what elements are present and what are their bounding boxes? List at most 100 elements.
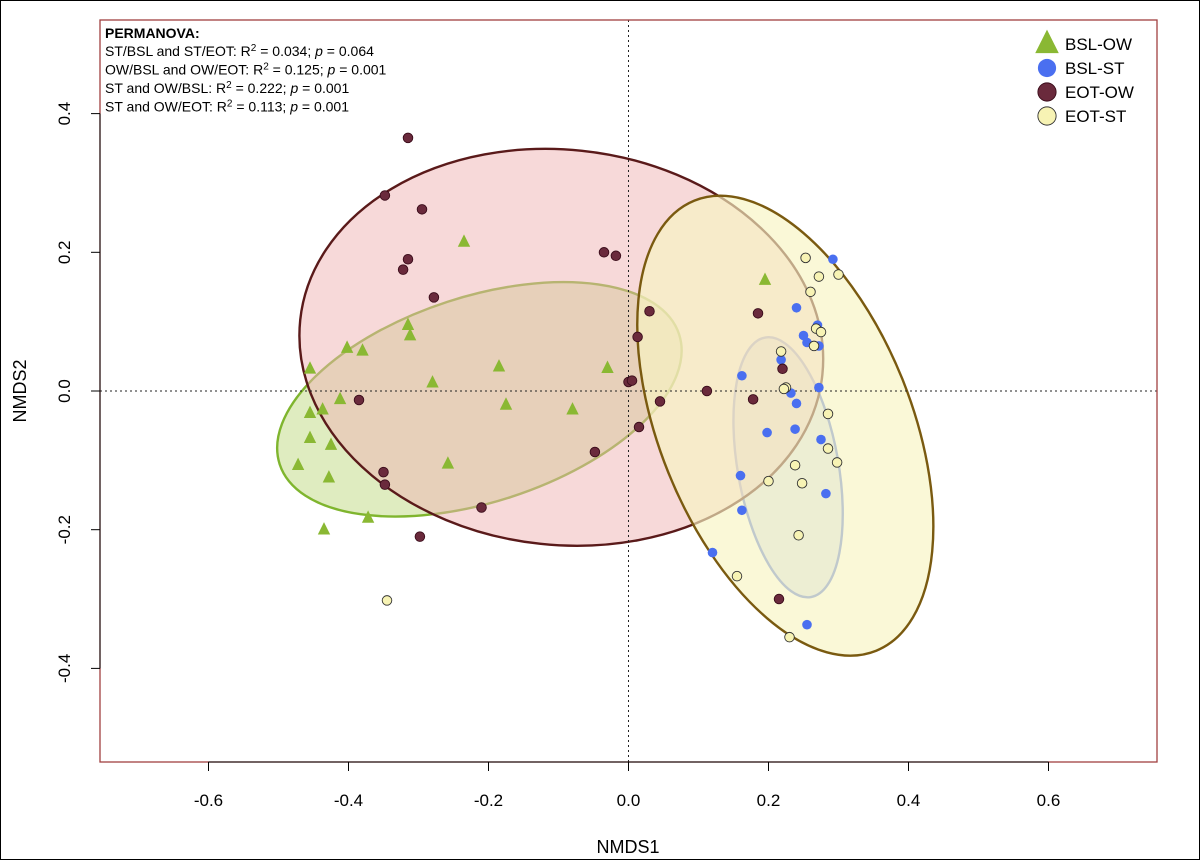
point-eot-st — [784, 631, 795, 643]
point-bsl-ow — [499, 397, 513, 410]
legend-label-bsl-st: BSL-ST — [1065, 59, 1125, 78]
x-axis-label: NMDS1 — [596, 837, 659, 857]
point-eot-ow — [701, 385, 713, 397]
point-eot-ow — [644, 306, 655, 317]
point-eot-ow — [626, 375, 638, 386]
point-eot-st — [381, 595, 393, 606]
points-layer — [291, 132, 844, 643]
x-tick-label: -0.4 — [334, 791, 363, 810]
point-bsl-ow — [492, 359, 506, 372]
point-eot-st — [808, 340, 820, 352]
point-eot-st — [805, 286, 816, 298]
legend-marker-bsl-st — [1037, 58, 1057, 78]
point-bsl-ow — [361, 510, 375, 523]
legend-marker-eot-st — [1037, 106, 1057, 126]
y-axis-label: NMDS2 — [10, 359, 30, 422]
point-bsl-st — [816, 434, 826, 445]
point-eot-ow — [589, 446, 601, 458]
point-eot-ow — [610, 250, 622, 262]
point-eot-st — [831, 457, 843, 468]
point-bsl-st — [737, 505, 747, 516]
point-eot-st — [775, 346, 787, 357]
point-eot-st — [833, 269, 844, 280]
point-eot-ow — [747, 394, 759, 405]
point-eot-ow — [379, 479, 391, 490]
x-tick-label: 0.0 — [617, 791, 641, 810]
point-eot-st — [731, 570, 743, 582]
point-bsl-ow — [566, 402, 579, 415]
point-bsl-st — [814, 382, 824, 393]
point-bsl-ow — [340, 340, 354, 353]
legend-label-eot-ow: EOT-OW — [1065, 83, 1134, 102]
point-eot-st — [778, 383, 790, 395]
y-tick-label: -0.2 — [55, 515, 74, 544]
point-eot-ow — [773, 593, 785, 605]
point-bsl-ow — [303, 430, 317, 443]
point-eot-st — [793, 529, 804, 541]
point-bsl-st — [737, 370, 747, 381]
point-eot-ow — [402, 132, 414, 144]
point-bsl-st — [791, 398, 802, 409]
point-eot-ow — [414, 531, 426, 542]
point-eot-st — [763, 475, 774, 487]
y-tick-label: -0.4 — [55, 654, 74, 683]
point-bsl-ow — [356, 343, 369, 356]
x-axis: -0.6 -0.4 -0.2 0.0 0.2 0.4 0.6 — [194, 761, 1061, 810]
point-eot-ow — [777, 363, 788, 375]
point-eot-ow — [353, 394, 365, 406]
point-bsl-ow — [317, 522, 331, 535]
point-bsl-ow — [333, 391, 347, 405]
point-bsl-st — [821, 488, 831, 499]
point-eot-ow — [397, 264, 409, 275]
x-tick-label: -0.6 — [194, 791, 223, 810]
point-eot-st — [822, 443, 834, 454]
point-bsl-st — [790, 424, 800, 434]
y-tick-label: 0.0 — [55, 379, 74, 403]
point-eot-ow — [416, 204, 428, 215]
point-eot-ow — [632, 331, 643, 343]
reference-lines — [100, 20, 1157, 762]
point-eot-ow — [633, 421, 645, 433]
annotation-title: PERMANOVA: — [105, 25, 200, 41]
annotation-line: ST/BSL and ST/EOT: R2 = 0.034; p = 0.064 — [105, 43, 374, 59]
point-bsl-ow — [457, 234, 471, 247]
y-axis: -0.4 -0.2 0.0 0.2 0.4 — [55, 102, 101, 683]
point-bsl-ow — [322, 470, 336, 483]
legend-label-bsl-ow: BSL-OW — [1065, 35, 1132, 54]
point-eot-ow — [598, 247, 610, 258]
point-eot-st — [813, 271, 825, 282]
point-eot-st — [789, 459, 801, 471]
point-bsl-st — [707, 547, 718, 558]
x-tick-label: 0.6 — [1037, 791, 1061, 810]
point-eot-st — [815, 326, 827, 338]
point-bsl-ow — [758, 272, 772, 285]
point-bsl-st — [802, 619, 812, 630]
point-bsl-ow — [401, 317, 415, 330]
legend-marker-bsl-ow — [1035, 29, 1059, 54]
annotation-line: ST and OW/EOT: R2 = 0.113; p = 0.001 — [105, 99, 349, 115]
y-tick-label: 0.4 — [55, 102, 74, 126]
point-eot-ow — [379, 190, 391, 201]
legend: BSL-OW BSL-ST EOT-OW EOT-ST — [1035, 29, 1134, 126]
point-eot-st — [800, 252, 811, 264]
x-tick-label: 0.2 — [757, 791, 781, 810]
point-bsl-ow — [426, 375, 439, 388]
y-tick-label: 0.2 — [55, 240, 74, 264]
point-bsl-ow — [441, 456, 455, 469]
point-bsl-st — [791, 302, 802, 313]
point-bsl-st — [828, 254, 838, 265]
point-eot-ow — [402, 253, 414, 265]
point-eot-ow — [476, 502, 487, 513]
point-bsl-ow — [303, 361, 317, 374]
point-eot-st — [822, 408, 834, 420]
point-eot-ow — [428, 292, 440, 303]
point-bsl-ow — [291, 457, 305, 471]
permanova-annotation: PERMANOVA: ST/BSL and ST/EOT: R2 = 0.034… — [105, 25, 387, 115]
annotation-line: OW/BSL and OW/EOT: R2 = 0.125; p = 0.001 — [105, 62, 387, 78]
ellipses-layer — [275, 147, 935, 657]
point-eot-ow — [654, 396, 666, 407]
point-bsl-st — [735, 470, 746, 481]
x-tick-label: -0.2 — [474, 791, 503, 810]
legend-label-eot-st: EOT-ST — [1065, 107, 1126, 126]
